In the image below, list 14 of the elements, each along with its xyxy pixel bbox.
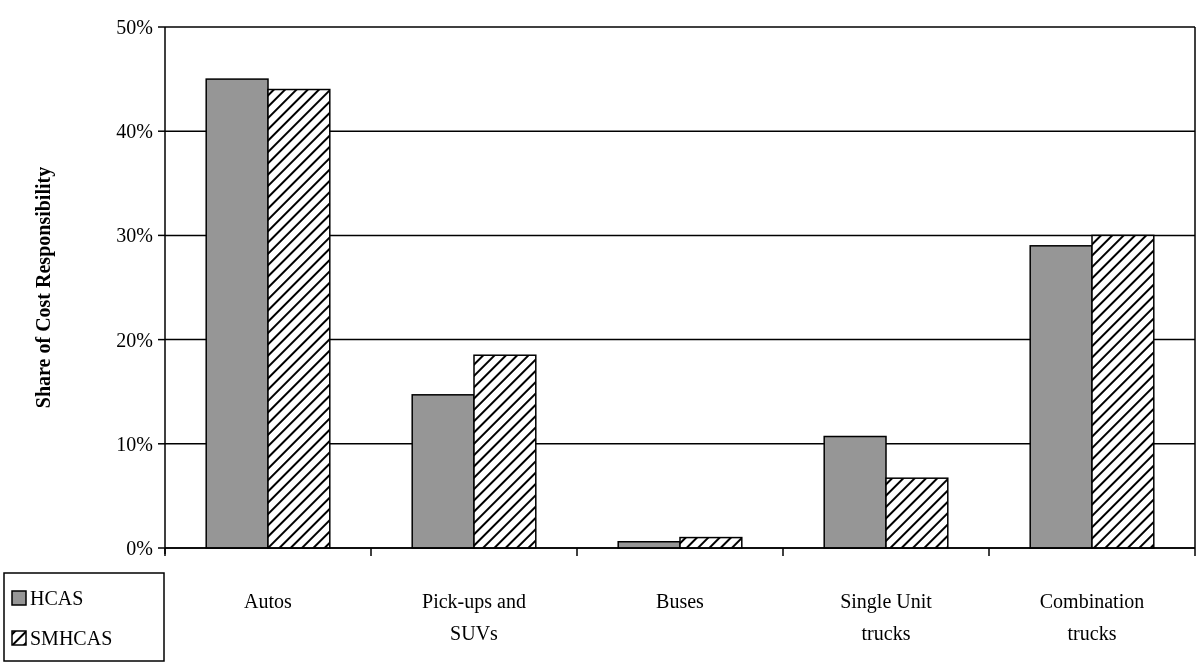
x-tick-label: Single Unit trucks bbox=[840, 590, 933, 644]
y-tick-label: 40% bbox=[116, 120, 153, 143]
legend-label: SMHCAS bbox=[30, 627, 113, 649]
x-tick-label: Autos bbox=[244, 590, 293, 612]
y-tick-label: 0% bbox=[126, 537, 153, 559]
y-axis-title: Share of Cost Responsibility bbox=[32, 166, 55, 409]
y-tick-label: 30% bbox=[116, 224, 153, 247]
y-tick-label: 10% bbox=[116, 432, 153, 455]
x-tick-label: Buses bbox=[656, 590, 705, 612]
y-tick-label: 50% bbox=[116, 16, 153, 38]
x-tick-label: Pick-ups and SUVs bbox=[422, 590, 526, 644]
y-tick-label: 20% bbox=[116, 328, 153, 351]
legend-label: HCAS bbox=[30, 587, 84, 609]
x-tick-label: Combination trucks bbox=[1039, 590, 1145, 644]
